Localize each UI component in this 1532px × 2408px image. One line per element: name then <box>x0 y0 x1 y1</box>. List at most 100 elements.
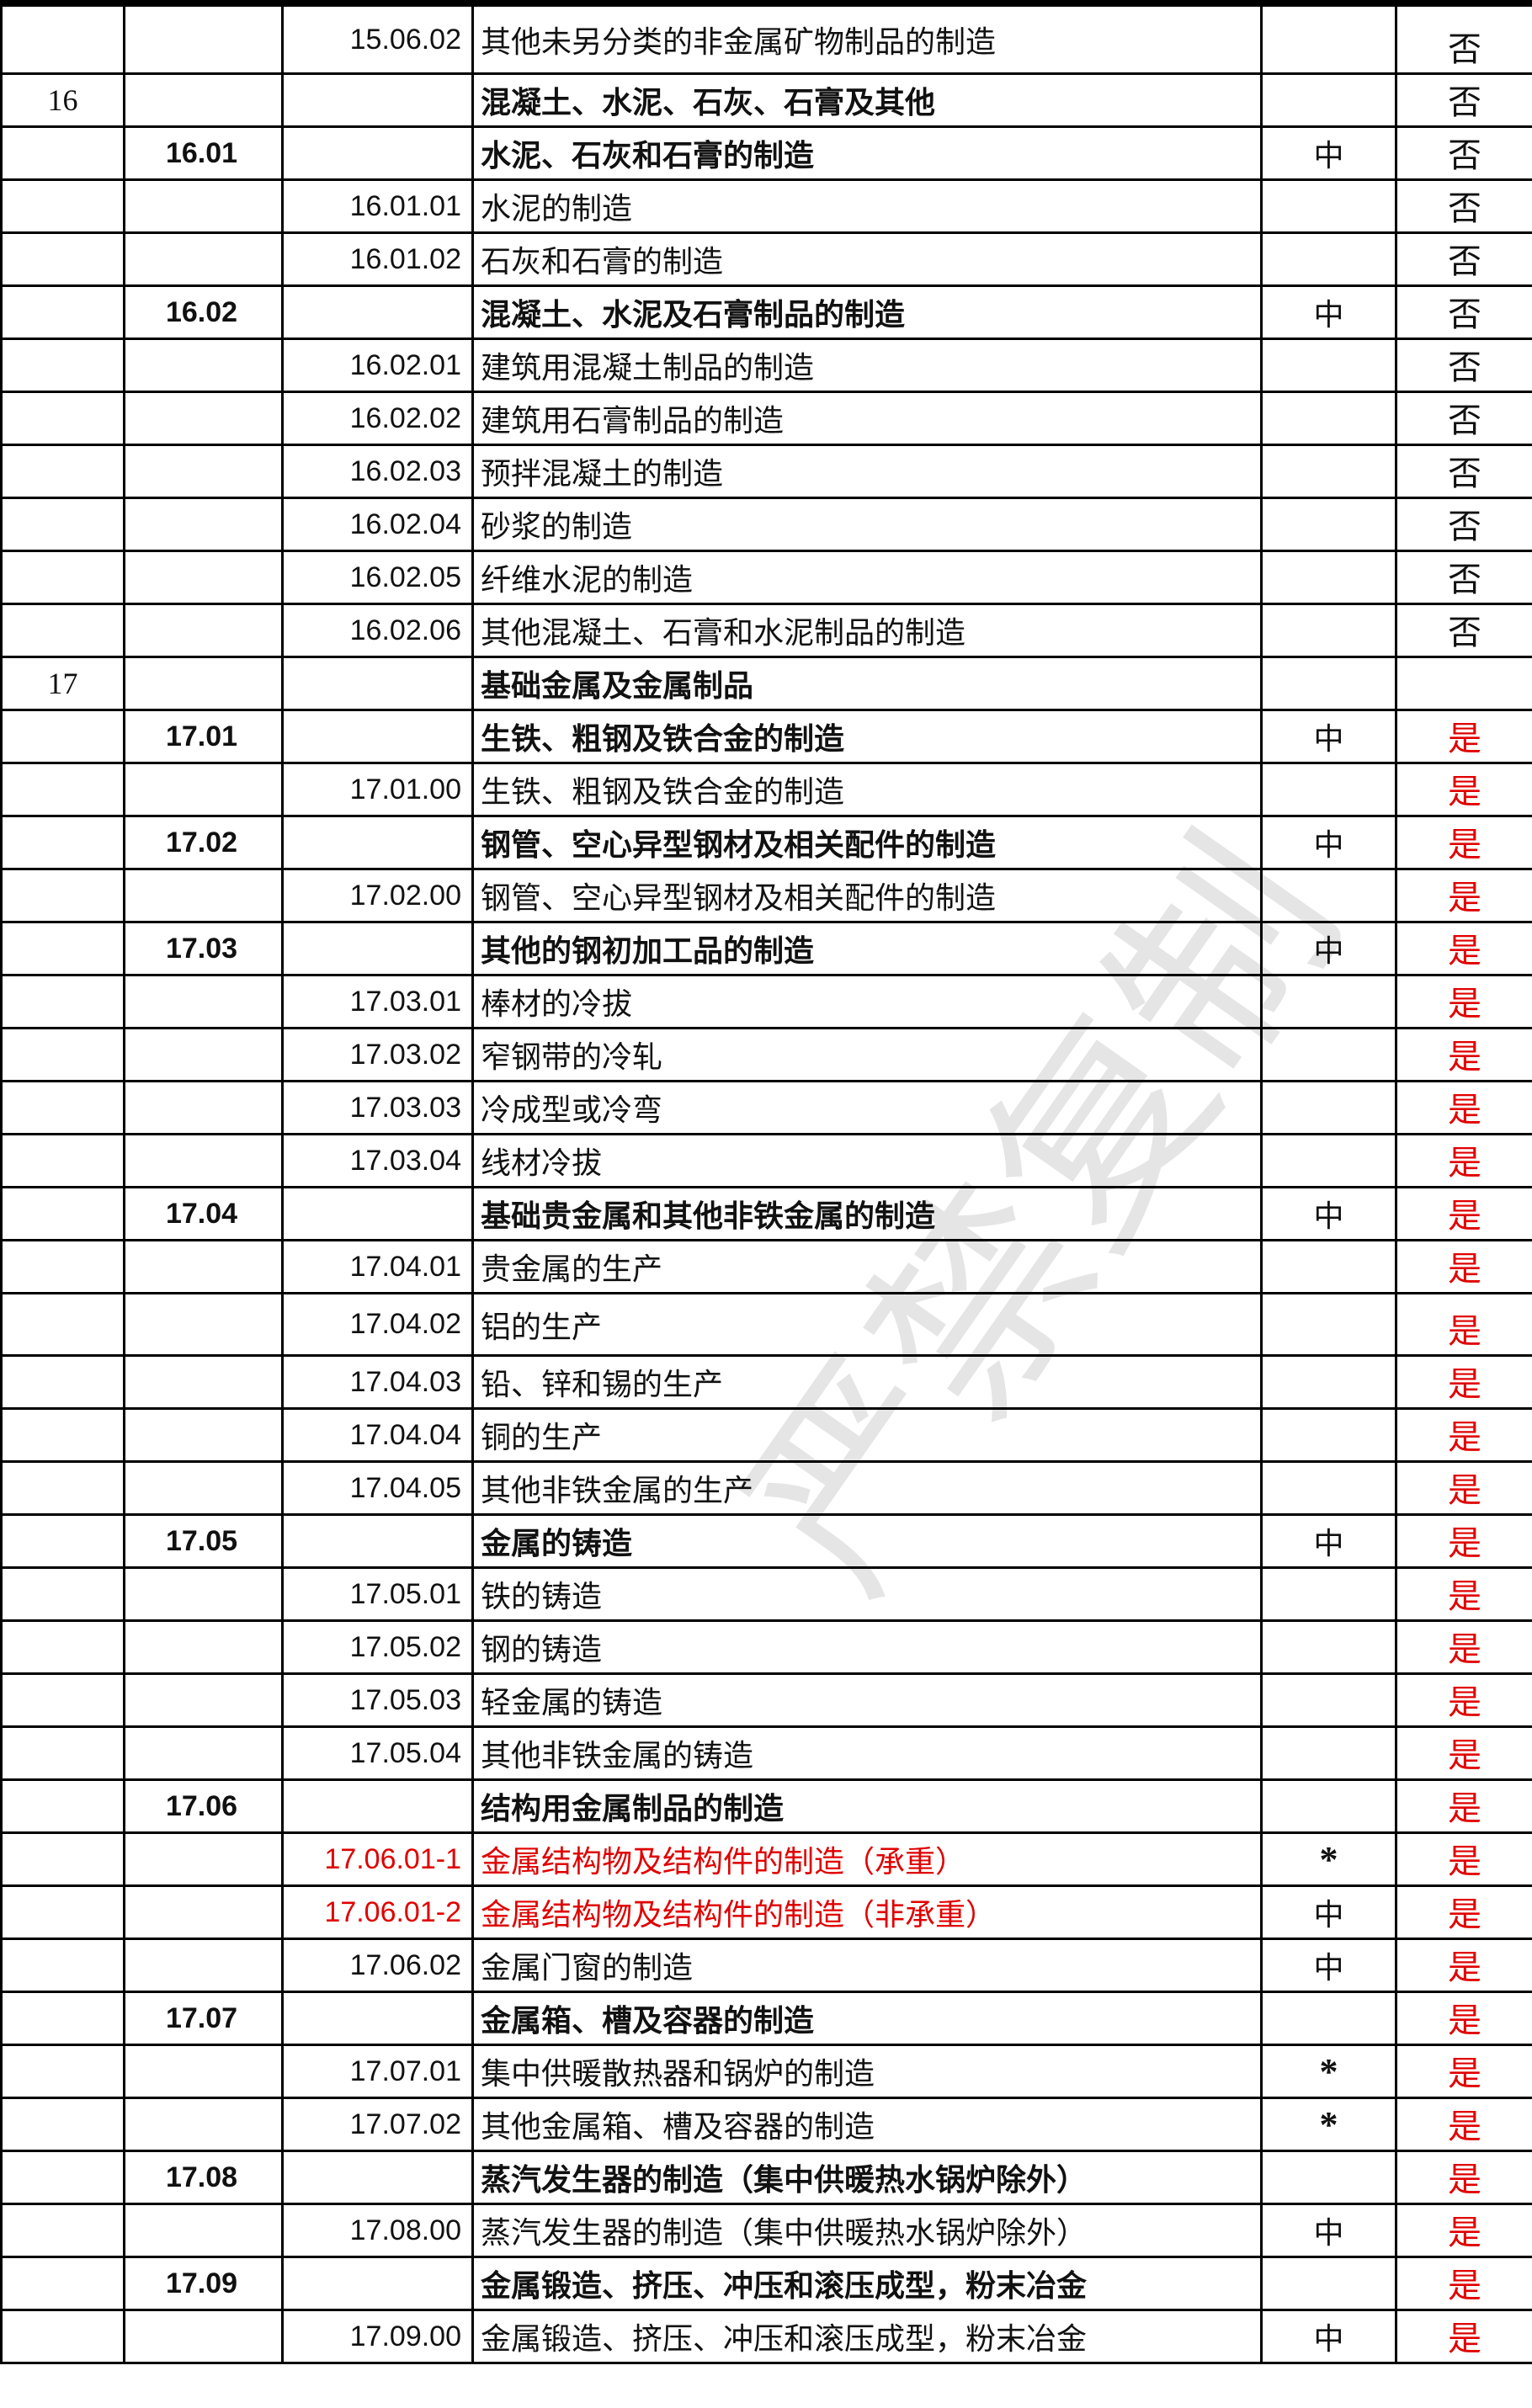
category-name: 石灰和石膏的制造 <box>471 231 1263 287</box>
table-row: 17.04.05 其他非铁金属的生产 是 <box>0 1460 1532 1516</box>
risk-level <box>1260 2150 1397 2205</box>
level3-code: 17.03.02 <box>281 1027 474 1082</box>
level1-code <box>0 815 125 870</box>
level2-code <box>123 1672 284 1728</box>
risk-level <box>1260 656 1397 711</box>
applicable-flag: 否 <box>1395 0 1532 75</box>
level2-code <box>123 1292 284 1357</box>
risk-level <box>1260 550 1397 605</box>
risk-level <box>1260 0 1397 75</box>
level1-code <box>0 1938 125 1993</box>
level1-code <box>0 2150 125 2205</box>
applicable-flag: 是 <box>1395 921 1532 976</box>
category-name: 金属锻造、挤压、冲压和滚压成型，粉末冶金 <box>471 2256 1263 2311</box>
risk-level <box>1260 231 1397 287</box>
category-name: 铅、锌和锡的生产 <box>471 1354 1263 1410</box>
level1-code <box>0 178 125 234</box>
table-row: 17.02 钢管、空心异型钢材及相关配件的制造中是 <box>0 815 1532 870</box>
applicable-flag: 是 <box>1395 2309 1532 2364</box>
level2-code: 16.02 <box>123 284 284 340</box>
level2-code <box>123 231 284 287</box>
level1-code <box>0 1080 125 1135</box>
applicable-flag: 是 <box>1395 1460 1532 1516</box>
applicable-flag: 否 <box>1395 125 1532 181</box>
level3-code: 17.06.02 <box>281 1938 474 1993</box>
category-name: 蒸汽发生器的制造（集中供暖热水锅炉除外） <box>471 2150 1263 2205</box>
table-row: 17.09 金属锻造、挤压、冲压和滚压成型，粉末冶金 是 <box>0 2256 1532 2311</box>
category-name: 金属箱、槽及容器的制造 <box>471 1991 1263 2046</box>
level3-code: 17.07.02 <box>281 2097 474 2152</box>
table-row: 17.04.02 铝的生产 是 <box>0 1292 1532 1357</box>
applicable-flag: 是 <box>1395 974 1532 1029</box>
applicable-flag: 是 <box>1395 868 1532 923</box>
level2-code <box>123 603 284 658</box>
level3-code: 15.06.02 <box>281 0 474 75</box>
level3-code: 17.02.00 <box>281 868 474 923</box>
applicable-flag: 是 <box>1395 1619 1532 1675</box>
category-name: 结构用金属制品的制造 <box>471 1778 1263 1834</box>
table-row: 17 基础金属及金属制品 <box>0 656 1532 711</box>
level3-code <box>281 284 474 340</box>
applicable-flag: 否 <box>1395 231 1532 287</box>
applicable-flag: 是 <box>1395 2044 1532 2099</box>
table-row: 16.01 水泥、石灰和石膏的制造中否 <box>0 125 1532 181</box>
table-row: 16.02.03 预拌混凝土的制造 否 <box>0 444 1532 499</box>
table-row: 17.05.04 其他非铁金属的铸造 是 <box>0 1725 1532 1781</box>
applicable-flag: 是 <box>1395 1672 1532 1728</box>
risk-level <box>1260 338 1397 393</box>
risk-level: 中 <box>1260 2203 1397 2258</box>
level3-code: 17.03.01 <box>281 974 474 1029</box>
risk-level: 中 <box>1260 1884 1397 1940</box>
level1-code <box>0 1672 125 1728</box>
level2-code <box>123 1831 284 1887</box>
table-row: 16.02.02 建筑用石膏制品的制造 否 <box>0 391 1532 446</box>
category-name: 铝的生产 <box>471 1292 1263 1357</box>
applicable-flag: 否 <box>1395 178 1532 234</box>
level1-code: 17 <box>0 656 125 711</box>
applicable-flag: 是 <box>1395 1186 1532 1241</box>
table-row: 16.02.06 其他混凝土、石膏和水泥制品的制造 否 <box>0 603 1532 658</box>
level3-code <box>281 815 474 870</box>
level2-code: 16.01 <box>123 125 284 181</box>
level3-code: 17.08.00 <box>281 2203 474 2258</box>
level3-code: 17.06.01-2 <box>281 1884 474 1940</box>
level2-code <box>123 2044 284 2099</box>
level3-code: 17.04.03 <box>281 1354 474 1410</box>
risk-level: * <box>1260 2044 1397 2099</box>
level2-code <box>123 868 284 923</box>
table-row: 17.05 金属的铸造中是 <box>0 1513 1532 1569</box>
category-name: 金属锻造、挤压、冲压和滚压成型，粉末冶金 <box>471 2309 1263 2364</box>
level3-code: 17.05.03 <box>281 1672 474 1728</box>
level1-code <box>0 1292 125 1357</box>
category-name: 纤维水泥的制造 <box>471 550 1263 605</box>
applicable-flag: 是 <box>1395 2097 1532 2152</box>
level1-code <box>0 2309 125 2364</box>
level1-code <box>0 762 125 817</box>
level2-code: 17.03 <box>123 921 284 976</box>
risk-level: 中 <box>1260 709 1397 764</box>
risk-level <box>1260 178 1397 234</box>
level1-code: 16 <box>0 72 125 128</box>
category-name: 建筑用石膏制品的制造 <box>471 391 1263 446</box>
risk-level <box>1260 391 1397 446</box>
applicable-flag: 是 <box>1395 1239 1532 1294</box>
risk-level <box>1260 2256 1397 2311</box>
category-name: 棒材的冷拔 <box>471 974 1263 1029</box>
applicable-flag: 是 <box>1395 2203 1532 2258</box>
category-name: 金属结构物及结构件的制造（非承重） <box>471 1884 1263 1940</box>
level1-code <box>0 1186 125 1241</box>
table-row: 17.05.03 轻金属的铸造 是 <box>0 1672 1532 1728</box>
level1-code <box>0 1991 125 2046</box>
level3-code: 17.04.01 <box>281 1239 474 1294</box>
table-row: 17.03 其他的钢初加工品的制造中是 <box>0 921 1532 976</box>
level3-code <box>281 125 474 181</box>
level3-code <box>281 2150 474 2205</box>
table-row: 17.03.04 线材冷拔 是 <box>0 1133 1532 1188</box>
category-name: 基础金属及金属制品 <box>471 656 1263 711</box>
category-name: 水泥的制造 <box>471 178 1263 234</box>
level3-code: 17.05.01 <box>281 1566 474 1622</box>
level2-code <box>123 1884 284 1940</box>
level1-code <box>0 868 125 923</box>
level3-code: 17.04.05 <box>281 1460 474 1516</box>
